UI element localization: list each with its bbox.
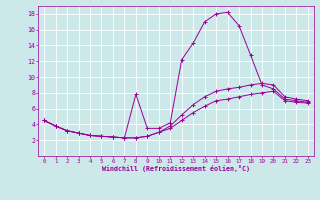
X-axis label: Windchill (Refroidissement éolien,°C): Windchill (Refroidissement éolien,°C) <box>102 165 250 172</box>
